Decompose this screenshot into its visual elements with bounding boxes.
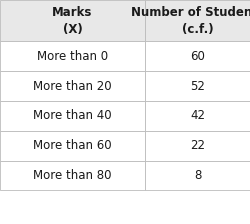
Text: More than 60: More than 60 (33, 139, 112, 152)
Bar (0, 41, 145, 71)
Text: 52: 52 (190, 80, 205, 93)
Bar (0, 101, 145, 131)
Text: More than 20: More than 20 (33, 80, 112, 93)
Bar (145, 161, 250, 190)
Bar (145, 101, 250, 131)
Text: Marks
(X): Marks (X) (52, 6, 93, 36)
Bar (145, 41, 250, 71)
Text: 8: 8 (194, 169, 201, 182)
Bar (0, 0, 145, 41)
Bar (0, 71, 145, 101)
Bar (0, 131, 145, 161)
Text: 42: 42 (190, 109, 205, 123)
Bar (145, 71, 250, 101)
Text: 60: 60 (190, 50, 205, 63)
Bar (145, 131, 250, 161)
Text: More than 40: More than 40 (33, 109, 112, 123)
Bar (0, 161, 145, 190)
Text: More than 0: More than 0 (37, 50, 108, 63)
Text: 22: 22 (190, 139, 205, 152)
Bar (145, 0, 250, 41)
Text: Number of Students
(c.f.): Number of Students (c.f.) (130, 6, 250, 36)
Text: More than 80: More than 80 (33, 169, 112, 182)
